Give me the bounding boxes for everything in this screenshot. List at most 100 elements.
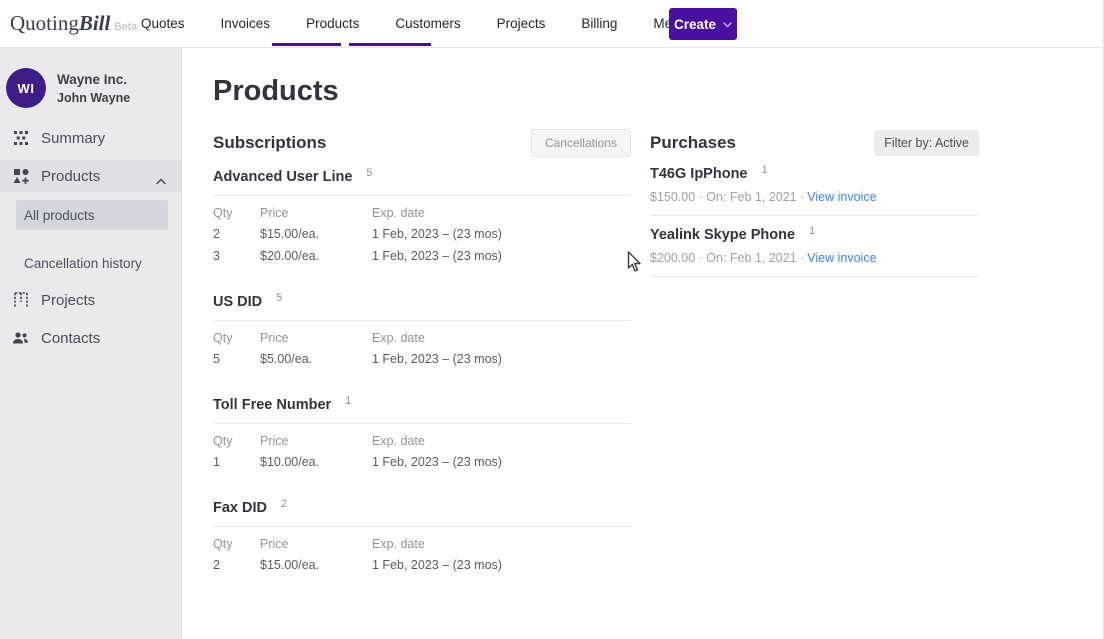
subscription-group: Advanced User Line 5 Qty Price Exp. date … bbox=[213, 167, 631, 267]
client-card[interactable]: WI Wayne Inc. John Wayne bbox=[0, 48, 181, 122]
purchase-meta: $150.00 · On: Feb 1, 2021 · bbox=[650, 190, 805, 204]
subscription-name: Toll Free Number bbox=[213, 397, 332, 413]
table-row: 2 $15.00/ea. 1 Feb, 2023 – (23 mos) bbox=[213, 554, 631, 576]
contacts-people-icon bbox=[12, 330, 29, 347]
subscription-name: Fax DID bbox=[213, 500, 267, 516]
subscriptions-heading: Subscriptions bbox=[213, 133, 327, 152]
table-header-row: Qty Price Exp. date bbox=[213, 328, 631, 348]
col-header-exp-date: Exp. date bbox=[372, 537, 425, 551]
sidebar-item-label: Projects bbox=[41, 291, 96, 309]
table-row: 3 $20.00/ea. 1 Feb, 2023 – (23 mos) bbox=[213, 245, 631, 267]
sidebar-item-label: Summary bbox=[41, 129, 106, 147]
purchase-item: T46G IpPhone 1 $150.00 · On: Feb 1, 2021 … bbox=[650, 164, 979, 216]
table-header-row: Qty Price Exp. date bbox=[213, 431, 631, 451]
subscriptions-list: Advanced User Line 5 Qty Price Exp. date … bbox=[213, 167, 631, 576]
sidebar-item-summary[interactable]: Summary bbox=[0, 122, 181, 154]
purchases-section: Purchases Filter by: Active T46G IpPhone… bbox=[650, 130, 979, 602]
nav-tab-products[interactable]: Products bbox=[306, 16, 360, 31]
chevron-up-icon bbox=[156, 172, 166, 189]
sidebar-item-products[interactable]: Products bbox=[0, 160, 181, 192]
beta-badge: Beta bbox=[114, 21, 137, 33]
nav-tab-customers[interactable]: Customers bbox=[395, 16, 461, 31]
col-header-price: Price bbox=[260, 434, 289, 448]
subscription-count: 2 bbox=[281, 498, 288, 510]
sidebar-subitem-label: Cancellation history bbox=[24, 255, 142, 271]
subscription-group: Fax DID 2 Qty Price Exp. date 2 $15.00/ea… bbox=[213, 498, 631, 576]
cell-price: $20.00/ea. bbox=[260, 249, 320, 263]
col-header-exp-date: Exp. date bbox=[372, 206, 425, 220]
cell-exp-date: 1 Feb, 2023 – (23 mos) bbox=[372, 455, 502, 469]
table-header-row: Qty Price Exp. date bbox=[213, 534, 631, 554]
nav-tab-invoices[interactable]: Invoices bbox=[220, 16, 271, 31]
chevron-down-icon bbox=[723, 22, 732, 28]
sidebar: WI Wayne Inc. John Wayne Summary Product… bbox=[0, 48, 182, 639]
sidebar-item-projects[interactable]: Projects bbox=[0, 284, 181, 316]
subscription-table: Qty Price Exp. date 2 $15.00/ea. 1 Feb, … bbox=[213, 534, 631, 576]
cancellations-button[interactable]: Cancellations bbox=[530, 129, 631, 157]
logo-part-quoting: Quoting bbox=[10, 11, 79, 35]
cell-qty: 1 bbox=[213, 455, 220, 469]
subscription-table: Qty Price Exp. date 1 $10.00/ea. 1 Feb, … bbox=[213, 431, 631, 473]
page-title: Products bbox=[213, 75, 339, 107]
col-header-price: Price bbox=[260, 331, 289, 345]
col-header-qty: Qty bbox=[213, 434, 233, 448]
nav-tab-quotes[interactable]: Quotes bbox=[141, 16, 185, 31]
subscription-count: 5 bbox=[276, 292, 283, 304]
divider bbox=[213, 195, 631, 196]
subscription-table: Qty Price Exp. date 2 $15.00/ea. 1 Feb, … bbox=[213, 203, 631, 267]
purchase-count: 1 bbox=[809, 225, 816, 237]
cell-qty: 3 bbox=[213, 249, 220, 263]
purchase-count: 1 bbox=[761, 164, 768, 176]
filter-by-active-button[interactable]: Filter by: Active bbox=[874, 130, 979, 156]
cell-exp-date: 1 Feb, 2023 – (23 mos) bbox=[372, 352, 502, 366]
divider bbox=[650, 215, 979, 216]
client-person: John Wayne bbox=[57, 90, 131, 105]
col-header-exp-date: Exp. date bbox=[372, 331, 425, 345]
nav-tab-projects[interactable]: Projects bbox=[496, 16, 546, 31]
sidebar-item-contacts[interactable]: Contacts bbox=[0, 322, 181, 354]
subscription-group: US DID 5 Qty Price Exp. date 5 $5.00/ea. … bbox=[213, 292, 631, 370]
subscription-group: Toll Free Number 1 Qty Price Exp. date 1 … bbox=[213, 395, 631, 473]
products-shapes-icon bbox=[12, 168, 29, 185]
divider bbox=[213, 320, 631, 321]
divider bbox=[213, 526, 631, 527]
cell-qty: 2 bbox=[213, 558, 220, 572]
table-row: 2 $15.00/ea. 1 Feb, 2023 – (23 mos) bbox=[213, 223, 631, 245]
purchase-name: T46G IpPhone bbox=[650, 166, 748, 182]
col-header-qty: Qty bbox=[213, 206, 233, 220]
projects-board-icon bbox=[12, 292, 29, 309]
app-logo[interactable]: Quoting Bill Beta bbox=[10, 11, 137, 36]
client-company: Wayne Inc. bbox=[57, 71, 128, 87]
purchases-heading: Purchases bbox=[650, 133, 736, 152]
active-tab-underline-products bbox=[272, 43, 341, 46]
cell-price: $15.00/ea. bbox=[260, 227, 320, 241]
purchases-list: T46G IpPhone 1 $150.00 · On: Feb 1, 2021 … bbox=[650, 164, 979, 277]
cell-exp-date: 1 Feb, 2023 – (23 mos) bbox=[372, 227, 502, 241]
subscription-name: US DID bbox=[213, 294, 263, 310]
purchase-name: Yealink Skype Phone bbox=[650, 227, 796, 243]
cell-exp-date: 1 Feb, 2023 – (23 mos) bbox=[372, 558, 502, 572]
cell-qty: 2 bbox=[213, 227, 220, 241]
create-button[interactable]: Create bbox=[669, 8, 737, 40]
subscription-count: 1 bbox=[345, 395, 352, 407]
view-invoice-link[interactable]: View invoice bbox=[807, 190, 877, 204]
create-button-label: Create bbox=[673, 16, 717, 32]
summary-dots-icon bbox=[12, 130, 29, 147]
subscription-table: Qty Price Exp. date 5 $5.00/ea. 1 Feb, 2… bbox=[213, 328, 631, 370]
col-header-price: Price bbox=[260, 206, 289, 220]
col-header-price: Price bbox=[260, 537, 289, 551]
cell-price: $15.00/ea. bbox=[260, 558, 320, 572]
purchase-item: Yealink Skype Phone 1 $200.00 · On: Feb 1… bbox=[650, 225, 979, 277]
col-header-qty: Qty bbox=[213, 537, 233, 551]
sidebar-item-all-products[interactable]: All products bbox=[16, 200, 168, 230]
logo-part-bill: Bill bbox=[78, 11, 111, 35]
nav-tab-billing[interactable]: Billing bbox=[581, 16, 618, 31]
sidebar-subitem-label: All products bbox=[24, 207, 95, 223]
cell-qty: 5 bbox=[213, 352, 220, 366]
sidebar-item-label: Contacts bbox=[41, 329, 101, 347]
divider bbox=[650, 276, 979, 277]
sidebar-item-cancellation-history[interactable]: Cancellation history bbox=[0, 248, 181, 278]
view-invoice-link[interactable]: View invoice bbox=[807, 251, 877, 265]
top-header: Quoting Bill Beta Quotes Invoices Products C… bbox=[0, 0, 1102, 48]
col-header-qty: Qty bbox=[213, 331, 233, 345]
